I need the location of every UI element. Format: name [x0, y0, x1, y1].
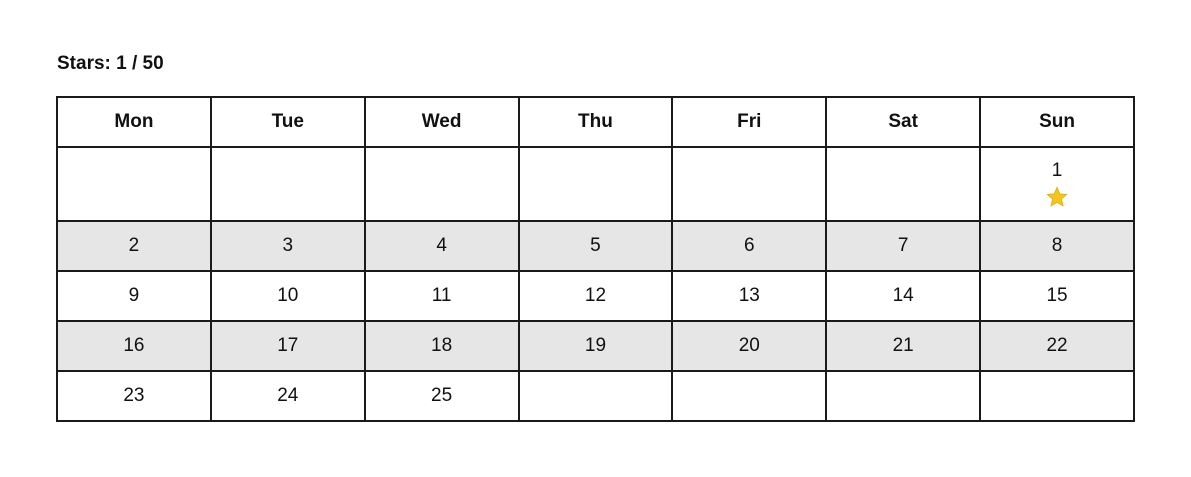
empty-cell — [671, 370, 828, 422]
day-number: 22 — [1046, 335, 1068, 356]
day-number: 14 — [892, 285, 914, 306]
empty-cell — [517, 146, 674, 222]
week-row: 2 3 4 5 6 7 8 — [56, 220, 1135, 272]
day-cell[interactable]: 9 — [56, 270, 212, 322]
week-row: 16 17 18 19 20 21 22 — [56, 320, 1135, 372]
empty-cell — [825, 146, 982, 222]
week-row: 1 — [56, 146, 1135, 222]
day-number: 2 — [128, 235, 140, 256]
day-cell[interactable]: 23 — [56, 370, 212, 422]
day-cell[interactable]: 17 — [209, 320, 366, 372]
day-cell[interactable]: 2 — [56, 220, 212, 272]
day-cell[interactable]: 25 — [363, 370, 520, 422]
week-row: 23 24 25 — [56, 370, 1135, 422]
day-number: 8 — [1051, 235, 1063, 256]
day-number: 5 — [590, 235, 601, 256]
calendar-grid: Mon Tue Wed Thu Fri Sat Sun 1 2 3 4 5 6 7 8 9 10 11 12 13 1… — [56, 96, 1135, 422]
empty-cell — [671, 146, 828, 222]
day-cell[interactable]: 14 — [825, 270, 982, 322]
day-cell[interactable]: 22 — [979, 320, 1135, 372]
empty-cell — [209, 146, 366, 222]
day-cell[interactable]: 3 — [209, 220, 366, 272]
day-cell[interactable]: 12 — [517, 270, 674, 322]
empty-cell — [979, 370, 1135, 422]
day-cell[interactable]: 4 — [363, 220, 520, 272]
day-cell[interactable]: 16 — [56, 320, 212, 372]
day-cell[interactable]: 20 — [671, 320, 828, 372]
weekday-header-mon: Mon — [56, 96, 212, 148]
day-cell[interactable]: 8 — [979, 220, 1135, 272]
day-cell[interactable]: 21 — [825, 320, 982, 372]
weekday-header-fri: Fri — [671, 96, 828, 148]
empty-cell — [517, 370, 674, 422]
empty-cell — [56, 146, 212, 222]
day-cell[interactable]: 1 — [979, 146, 1135, 222]
day-cell[interactable]: 6 — [671, 220, 828, 272]
day-cell[interactable]: 19 — [517, 320, 674, 372]
day-number: 25 — [431, 385, 453, 406]
day-number: 6 — [744, 235, 755, 256]
weekday-header-row: Mon Tue Wed Thu Fri Sat Sun — [56, 96, 1135, 148]
weekday-header-wed: Wed — [363, 96, 520, 148]
day-cell[interactable]: 24 — [209, 370, 366, 422]
day-number: 12 — [584, 285, 607, 306]
weekday-header-thu: Thu — [517, 96, 674, 148]
empty-cell — [363, 146, 520, 222]
day-number: 24 — [277, 385, 299, 406]
day-cell[interactable]: 5 — [517, 220, 674, 272]
day-number: 1 — [1051, 160, 1063, 181]
day-cell[interactable]: 11 — [363, 270, 520, 322]
day-number: 10 — [277, 285, 299, 306]
day-cell[interactable]: 7 — [825, 220, 982, 272]
star-icon — [1046, 186, 1068, 207]
weekday-header-sun: Sun — [979, 96, 1135, 148]
weekday-header-tue: Tue — [209, 96, 366, 148]
day-number: 4 — [436, 235, 447, 256]
day-number: 15 — [1046, 285, 1068, 306]
day-number: 18 — [431, 335, 453, 356]
day-number: 9 — [128, 285, 140, 306]
day-cell[interactable]: 18 — [363, 320, 520, 372]
day-cell[interactable]: 15 — [979, 270, 1135, 322]
stars-counter: Stars: 1 / 50 — [57, 53, 164, 74]
day-number: 23 — [123, 385, 145, 406]
day-number: 11 — [431, 285, 452, 306]
day-number: 19 — [584, 335, 607, 356]
day-number: 17 — [277, 335, 299, 356]
empty-cell — [825, 370, 982, 422]
weekday-header-sat: Sat — [825, 96, 982, 148]
day-number: 21 — [892, 335, 914, 356]
day-number: 20 — [738, 335, 760, 356]
day-cell[interactable]: 13 — [671, 270, 828, 322]
day-number: 7 — [897, 235, 909, 256]
day-cell[interactable]: 10 — [209, 270, 366, 322]
day-number: 13 — [738, 285, 760, 306]
day-number: 3 — [282, 235, 294, 256]
day-number: 16 — [123, 335, 145, 356]
week-row: 9 10 11 12 13 14 15 — [56, 270, 1135, 322]
